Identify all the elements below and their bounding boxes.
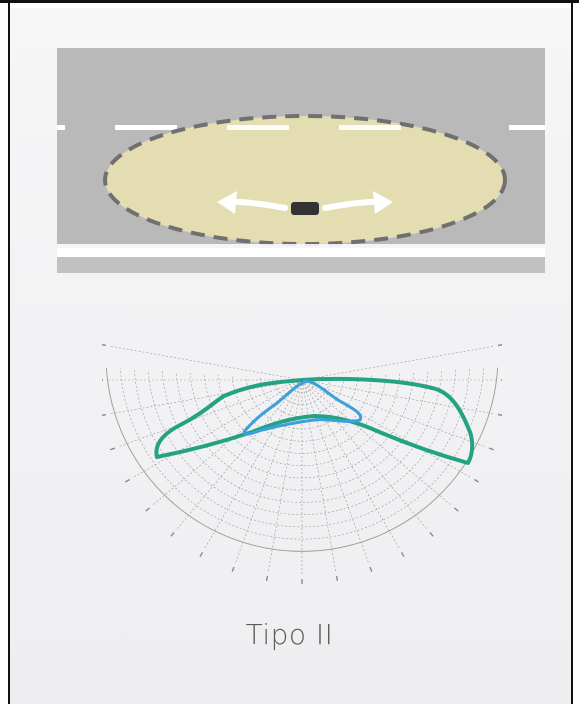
polar-spoke bbox=[132, 379, 303, 479]
polar-angle-tick bbox=[231, 566, 235, 572]
polar-angle-tick bbox=[453, 507, 459, 512]
polar-spoke bbox=[234, 379, 303, 565]
polar-spoke bbox=[108, 345, 303, 381]
polar-angle-tick bbox=[497, 344, 502, 347]
polar-spoke bbox=[301, 379, 429, 531]
distribution-type-label: Tipo II bbox=[245, 618, 334, 651]
polar-angle-tick bbox=[488, 447, 494, 451]
polar-spoke bbox=[175, 379, 303, 531]
longitudinal-curve bbox=[242, 379, 363, 436]
left-arrow-head bbox=[217, 191, 237, 214]
polar-ring bbox=[148, 370, 456, 515]
polar-ring bbox=[203, 373, 401, 466]
polar-angle-tick bbox=[473, 478, 480, 483]
polar-angle-tick bbox=[102, 413, 107, 416]
polar-angle-tick bbox=[369, 566, 373, 572]
polar-angle-tick bbox=[265, 575, 269, 582]
polar-ring bbox=[175, 372, 429, 491]
polar-spoke bbox=[151, 379, 303, 507]
polar-ring bbox=[217, 374, 387, 454]
frame-left-border bbox=[8, 3, 10, 704]
frame-top-border bbox=[0, 0, 579, 3]
polar-spoke bbox=[301, 379, 487, 448]
road-illustration bbox=[57, 48, 545, 273]
transverse-curve bbox=[154, 376, 475, 465]
polar-angle-ticks bbox=[102, 344, 502, 584]
polar-angle-tick bbox=[145, 507, 151, 512]
polar-ring bbox=[259, 377, 345, 418]
polar-spoke bbox=[301, 379, 370, 565]
polar-spoke bbox=[301, 379, 496, 415]
polar-angle-tick bbox=[110, 447, 116, 451]
polar-ring bbox=[134, 369, 470, 528]
polar-angle-tick bbox=[497, 413, 502, 416]
lane-center-line-over-pool bbox=[227, 125, 401, 130]
polar-spoke bbox=[267, 379, 303, 574]
road-shoulder bbox=[57, 248, 545, 257]
road-edge-strip bbox=[57, 257, 545, 273]
polar-angle-tick bbox=[124, 478, 131, 483]
light-pool bbox=[103, 114, 507, 246]
polar-ring bbox=[105, 367, 499, 552]
frame-right-border bbox=[571, 3, 573, 704]
polar-spoke bbox=[301, 345, 496, 381]
polar-ring bbox=[120, 368, 484, 540]
polar-angle-tick bbox=[335, 575, 339, 582]
polar-angle-tick bbox=[429, 531, 434, 537]
polar-angle-tick bbox=[400, 551, 405, 558]
polar-distribution-diagram bbox=[102, 344, 502, 584]
right-arrow-head bbox=[373, 191, 393, 214]
polar-angle-tick bbox=[170, 531, 175, 537]
polar-spoke bbox=[301, 379, 337, 574]
luminaire bbox=[291, 202, 319, 215]
polar-spoke bbox=[117, 379, 303, 448]
polar-spoke bbox=[203, 379, 303, 550]
polar-angle-tick bbox=[102, 344, 107, 347]
polar-spoke bbox=[301, 379, 401, 550]
polar-spoke bbox=[108, 379, 303, 415]
road-shoulder-over bbox=[57, 244, 545, 250]
polar-angle-tick bbox=[199, 551, 204, 558]
